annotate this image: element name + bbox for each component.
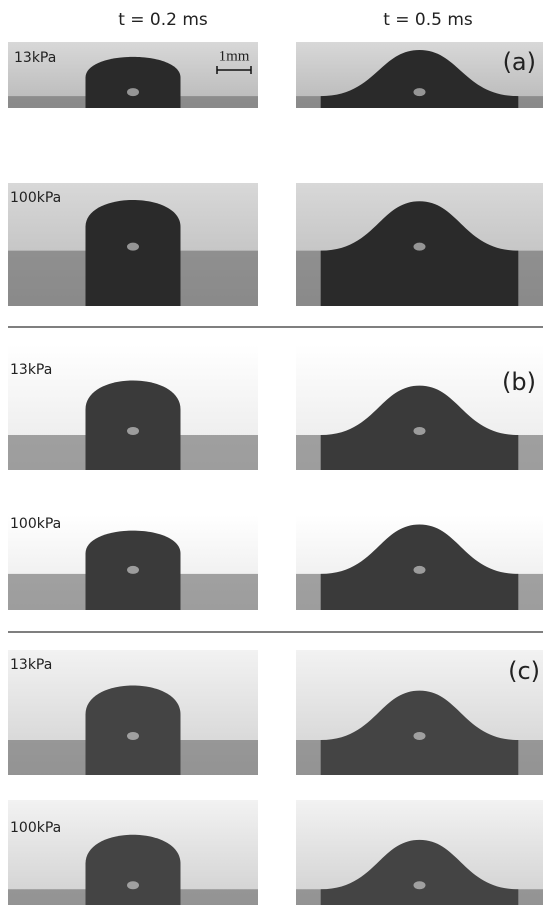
droplet <box>86 835 181 905</box>
highlight <box>414 881 426 889</box>
panel-label: (b) <box>502 368 536 396</box>
highlight <box>127 732 139 740</box>
droplet <box>86 685 181 775</box>
pressure-label: 13kPa <box>10 657 52 673</box>
pressure-label: 100kPa <box>10 820 61 836</box>
column-header: t = 0.2 ms <box>118 10 208 30</box>
droplet <box>86 200 181 306</box>
column-header: t = 0.5 ms <box>383 10 473 30</box>
highlight <box>127 88 139 96</box>
highlight <box>127 566 139 574</box>
highlight <box>414 243 426 251</box>
highlight <box>414 566 426 574</box>
highlight <box>414 732 426 740</box>
droplet <box>86 57 181 108</box>
pressure-label: 100kPa <box>10 190 61 206</box>
panel-label: (c) <box>508 657 540 685</box>
droplet <box>86 380 181 470</box>
panel-label: (a) <box>503 48 536 76</box>
highlight <box>127 881 139 889</box>
scale-bar-label: 1mm <box>219 48 250 64</box>
highlight <box>127 427 139 435</box>
highlight <box>127 243 139 251</box>
highlight <box>414 427 426 435</box>
image-layer <box>8 42 543 905</box>
pressure-label: 100kPa <box>10 516 61 532</box>
pressure-label: 13kPa <box>14 50 56 66</box>
pressure-label: 13kPa <box>10 362 52 378</box>
figure: t = 0.2 ms t = 0.5 ms 1mm 13kPa 100kPa (… <box>0 0 543 909</box>
highlight <box>414 88 426 96</box>
